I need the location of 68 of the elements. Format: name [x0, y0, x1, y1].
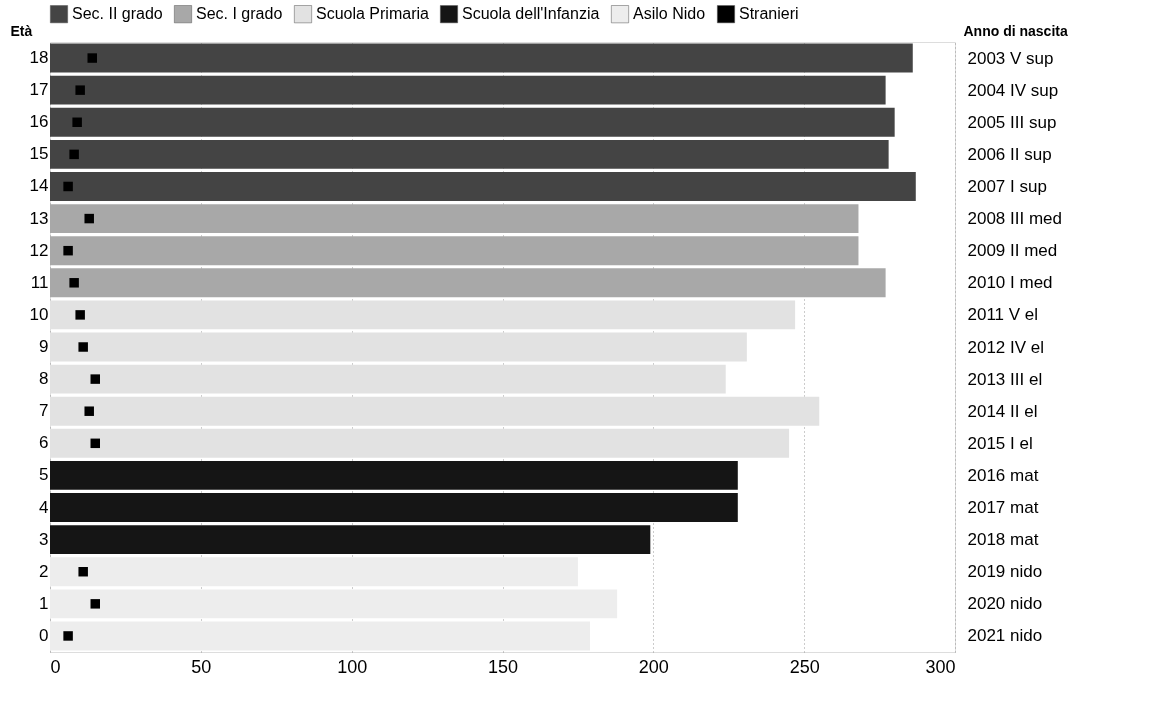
- y-tick-label: 7: [39, 401, 49, 421]
- y-tick-label: 5: [39, 465, 49, 485]
- y-axis-title: Età: [10, 22, 33, 39]
- y-tick-label: 11: [30, 272, 49, 292]
- y-tick-label: 15: [29, 144, 49, 164]
- y-tick-label: 9: [39, 337, 49, 356]
- legend-label: Sec. I grado: [196, 5, 283, 23]
- y2-tick-label: 2015 I el: [967, 433, 1033, 453]
- y-tick-label: 13: [29, 208, 49, 228]
- legend-label: Sec. II grado: [72, 5, 163, 23]
- y2-tick-label: 2012 IV el: [967, 337, 1045, 357]
- point: [87, 53, 97, 63]
- y-tick-label: 14: [29, 176, 49, 196]
- point: [63, 181, 73, 192]
- y-tick-label: 6: [39, 433, 49, 453]
- legend-label: Scuola dell'Infanzia: [462, 5, 600, 23]
- y2-tick-label: 2021 nido: [967, 626, 1043, 646]
- y-tick-label: 3: [39, 529, 49, 549]
- point: [69, 278, 79, 288]
- legend-label: Stranieri: [739, 5, 799, 23]
- y2-tick-label: 2004 IV sup: [967, 80, 1059, 100]
- y2-tick-label: 2013 III el: [967, 369, 1043, 389]
- y2-tick-label: 2003 V sup: [967, 48, 1054, 68]
- point: [72, 117, 82, 128]
- y2-tick-label: 2018 mat: [967, 530, 1039, 550]
- y-tick-label: 8: [39, 369, 49, 389]
- point: [78, 566, 88, 577]
- x-tick-label: 250: [789, 656, 820, 677]
- point: [90, 374, 100, 384]
- point: [78, 342, 88, 352]
- y-tick-label: 2: [39, 561, 49, 581]
- y2-tick-label: 2008 III med: [967, 209, 1063, 229]
- y-tick-label: 18: [29, 48, 49, 68]
- y-tick-label: 10: [29, 304, 49, 324]
- point: [84, 213, 94, 224]
- legend-label: Asilo Nido: [633, 5, 706, 23]
- y-tick-label: 1: [39, 593, 49, 613]
- y2-tick-label: 2011 V el: [967, 305, 1039, 325]
- y2-tick-label: 2006 II sup: [967, 144, 1052, 164]
- y-tick-label: 0: [39, 625, 49, 645]
- y2-tick-label: 2020 nido: [967, 594, 1043, 614]
- point: [69, 149, 79, 160]
- y2-tick-label: 2007 I sup: [967, 176, 1047, 196]
- y-tick-label: 16: [29, 112, 49, 132]
- y-tick-label: 17: [29, 80, 49, 100]
- y2-axis-title: Anno di nascita: [963, 22, 1068, 39]
- y2-tick-label: 2005 III sup: [967, 112, 1057, 132]
- y2-tick-label: 2009 II med: [967, 241, 1058, 261]
- y2-tick-label: 2016 mat: [967, 465, 1039, 485]
- point: [90, 438, 100, 449]
- point: [75, 310, 85, 320]
- x-tick-label: 300: [925, 656, 956, 677]
- y2-tick-label: 2010 I med: [967, 273, 1053, 293]
- y-tick-label: 4: [39, 497, 49, 517]
- point: [75, 85, 85, 95]
- y2-tick-label: 2019 nido: [967, 562, 1043, 582]
- legend-label: Scuola Primaria: [316, 5, 430, 23]
- point: [84, 406, 94, 416]
- y2-tick-label: 2014 II el: [967, 401, 1038, 421]
- y-tick-label: 12: [29, 240, 49, 260]
- point: [63, 631, 73, 641]
- point: [90, 599, 100, 609]
- x-tick-label: 100: [337, 656, 368, 677]
- x-tick-label: 50: [191, 656, 212, 677]
- x-tick-label: 150: [487, 656, 519, 677]
- y2-tick-label: 2017 mat: [967, 498, 1039, 518]
- x-tick-label: 200: [638, 656, 669, 677]
- point: [63, 245, 73, 256]
